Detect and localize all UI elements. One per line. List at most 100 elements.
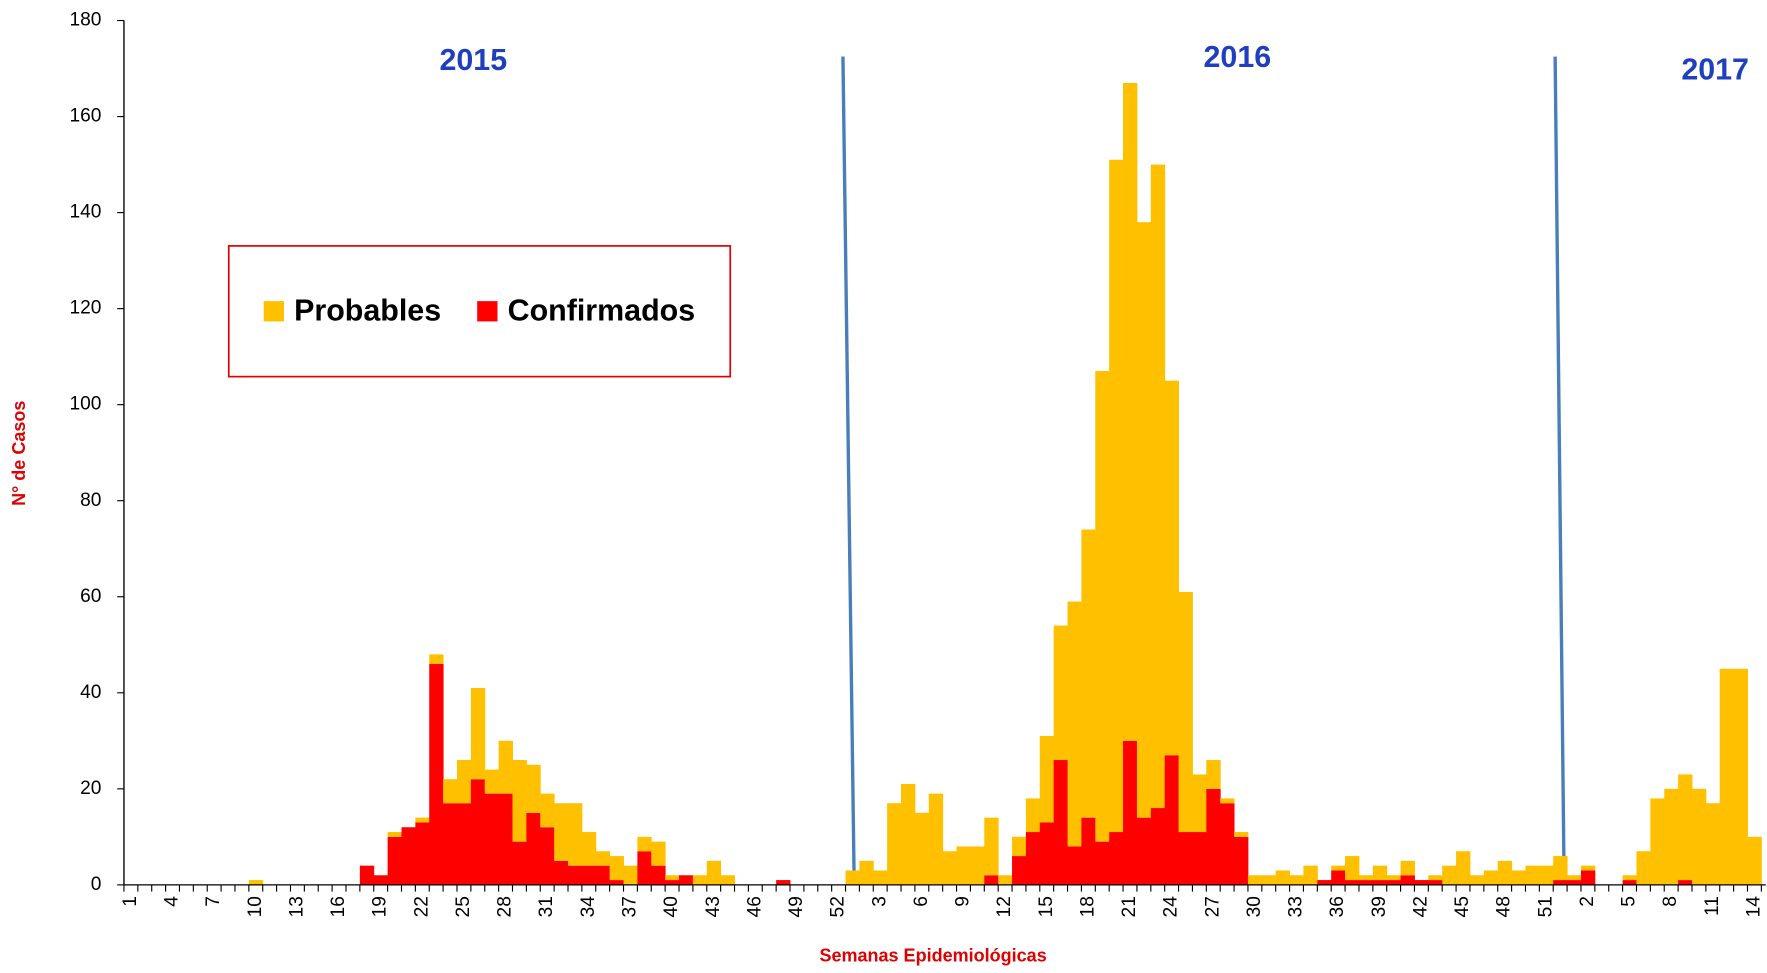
x-tick-label: 15 [1036,896,1057,917]
bar-segment [1247,875,1263,885]
bar-segment [887,803,902,885]
bar-segment [845,870,860,885]
x-tick-label: 12 [994,896,1015,917]
bar-segment [1123,82,1138,741]
bar-segment [1039,736,1055,823]
bar-segment [568,803,583,866]
bar-segment [1553,856,1568,881]
x-tick-label: 19 [370,896,391,917]
bar-segment [554,803,569,861]
bar-segment [1372,865,1388,881]
bar-segment [1331,870,1346,885]
y-tick-label: 60 [80,586,101,607]
x-tick-label: 8 [1660,896,1681,907]
bar-segment [970,846,985,885]
bar-segment [1220,803,1235,885]
bar-segment [1400,860,1415,876]
y-tick-label: 40 [80,682,101,703]
bar-segment [956,846,971,885]
x-tick-label: 14 [1743,896,1764,918]
bar-segment [1053,625,1069,761]
bar-segment [623,865,638,885]
bar-segment [1622,875,1637,881]
bar-segment [1234,832,1249,837]
x-tick-label: 39 [1369,896,1390,917]
bar-segment [387,836,402,885]
x-tick-label: 13 [286,896,307,917]
x-tick-label: 9 [953,896,974,907]
bar-segment [1428,880,1443,885]
x-tick-label: 7 [203,896,224,907]
year-label: 2015 [439,43,507,77]
bar-segment [443,803,458,885]
bar-segment [1178,591,1193,833]
legend: Probables Confirmados [227,245,732,378]
bar-segment [1317,880,1332,885]
bar-segment [901,784,916,885]
x-tick-label: 11 [1702,896,1723,916]
y-tick-label: 20 [80,778,101,799]
bar-segment [1109,832,1124,885]
bar-segment [984,875,999,885]
bar-segment [651,865,666,885]
bar-segment [692,875,708,885]
bar-segment [928,793,944,885]
bar-segment [484,793,500,885]
bar-segment [1442,865,1457,885]
bar-segment [456,803,472,885]
x-tick-label: 27 [1202,896,1223,917]
bar-segment [776,880,791,885]
bar-segment [415,817,430,823]
year-separator [1553,56,1566,885]
bar-segment [1053,760,1069,885]
bar-segment [1400,875,1415,885]
bar-segment [526,764,541,813]
bar-segment [1678,880,1693,885]
bar-segment [1497,860,1513,885]
bar-segment [1220,798,1235,804]
y-tick-label: 0 [91,874,102,895]
bar-segment [1109,159,1124,833]
bar-segment [1345,880,1360,885]
x-tick-label: 16 [328,896,349,917]
x-tick-label: 49 [786,896,807,917]
bar-segment [1622,880,1637,885]
bar-segment [1289,875,1304,885]
year-label: 2016 [1204,40,1272,74]
y-tick-label: 100 [69,394,101,415]
bar-segment [1567,880,1582,885]
bar-segment [581,865,597,885]
bar-segment [498,793,513,885]
bar-segment [1095,841,1110,885]
bar-segment [373,875,389,885]
bar-segment [1358,880,1374,885]
x-axis-title: Semanas Epidemiológicas [819,946,1046,966]
bar-segment [1039,822,1055,885]
x-tick-label: 2 [1577,896,1598,907]
bar-segment [540,793,555,828]
x-tick-label: 45 [1452,896,1473,917]
legend-swatch [477,301,498,322]
bar-segment [679,875,694,885]
bar-segment [1372,880,1388,885]
bar-segment [1150,164,1166,809]
bar-segment [595,851,611,866]
bar-segment [1428,875,1443,881]
x-tick-label: 34 [578,896,599,918]
x-tick-label: 3 [869,896,890,907]
bar-segment [609,880,624,885]
x-tick-label: 4 [162,896,183,907]
bar-segment [1414,880,1429,885]
bar-segment [1345,856,1360,881]
bar-segment [470,779,486,885]
bar-segment [512,760,527,842]
x-tick-label: 1 [120,896,141,907]
bar-segment [1483,870,1499,885]
x-tick-label: 40 [661,896,682,917]
x-tick-label: 33 [1286,896,1307,917]
bar-segment [1525,865,1540,885]
bar-segment [651,841,666,866]
bar-segment [1012,836,1027,857]
bar-segment [470,687,486,780]
